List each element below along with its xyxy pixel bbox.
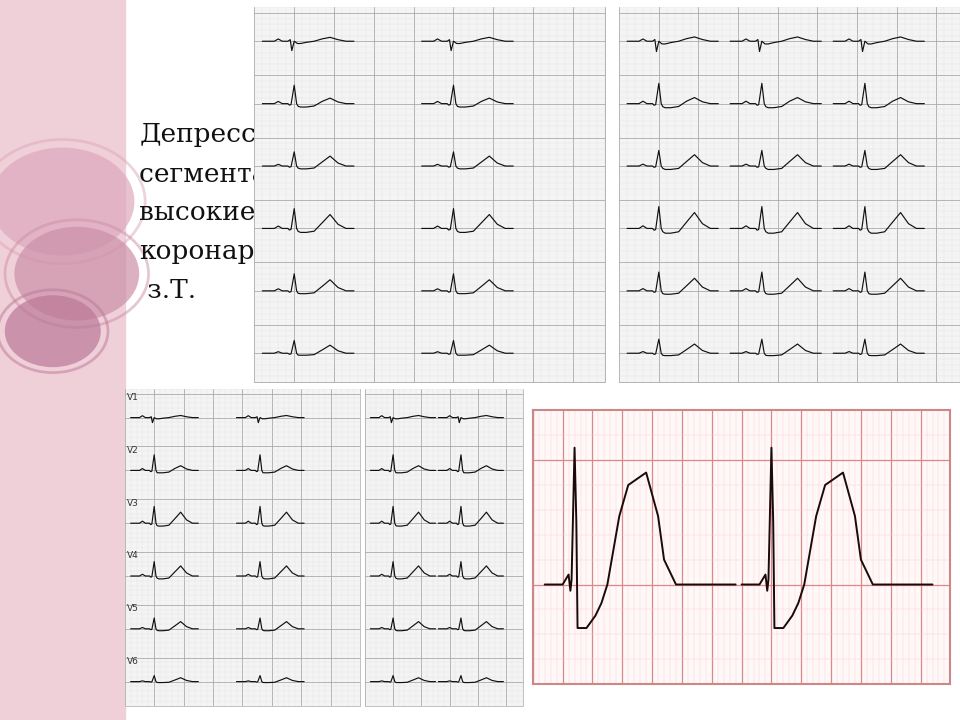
Text: V4: V4 <box>127 552 139 560</box>
Circle shape <box>0 148 134 256</box>
Bar <box>254 7 605 382</box>
Circle shape <box>5 295 101 367</box>
Bar <box>619 7 960 382</box>
Bar <box>365 389 523 706</box>
Bar <box>0 0 125 720</box>
Text: V3: V3 <box>127 499 139 508</box>
Text: V1: V1 <box>127 393 139 402</box>
Text: Депрессия
сегмента  ST,
высокие
коронарные
 з.Т.: Депрессия сегмента ST, высокие коронарны… <box>139 122 324 303</box>
Text: V5: V5 <box>127 604 139 613</box>
Bar <box>125 389 360 706</box>
Circle shape <box>14 227 139 320</box>
Text: V6: V6 <box>127 657 139 666</box>
Text: V2: V2 <box>127 446 139 455</box>
